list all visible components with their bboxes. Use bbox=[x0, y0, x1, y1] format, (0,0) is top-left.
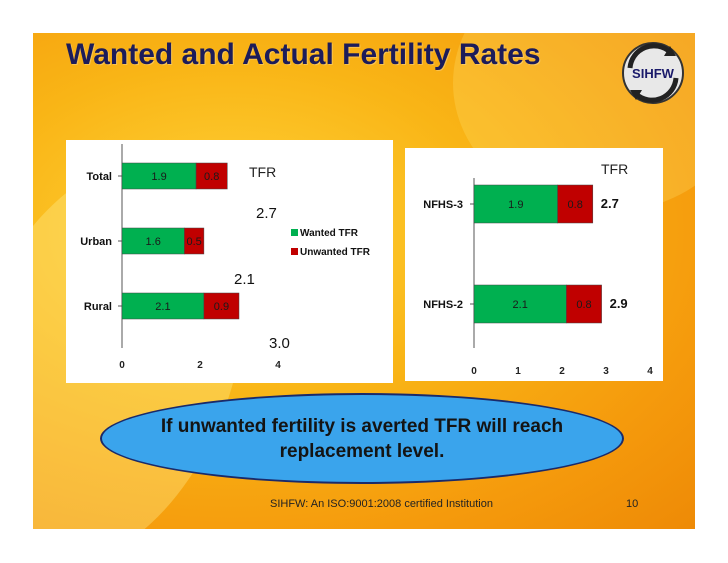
data-label: 2.1 bbox=[155, 301, 170, 313]
data-label: 0.8 bbox=[204, 171, 219, 183]
total-tfr-label: 3.0 bbox=[269, 335, 290, 352]
chart-nfhs: 0 1 2 3 4 TFR NFHS-3 1.9 0.8 2.7 NFHS-2 2.1 0.8 2.9 bbox=[423, 161, 653, 377]
bar-unwanted bbox=[195, 162, 228, 190]
callout-bubble: If unwanted fertility is averted TFR wil… bbox=[100, 393, 624, 484]
bar-wanted bbox=[121, 292, 205, 320]
legend-label: Unwanted TFR bbox=[300, 247, 371, 258]
data-label: 0.8 bbox=[576, 299, 591, 311]
bar-wanted bbox=[121, 227, 185, 255]
bar-wanted bbox=[473, 284, 567, 324]
data-label: 0.5 bbox=[187, 236, 202, 248]
sihfw-logo-icon: SIHFW bbox=[622, 42, 684, 104]
total-tfr-label: 2.7 bbox=[256, 205, 277, 222]
total-tfr-label: 2.7 bbox=[601, 196, 619, 211]
category-label: Total bbox=[87, 171, 112, 183]
legend-swatch-unwanted bbox=[291, 248, 298, 255]
tfr-header: TFR bbox=[601, 161, 628, 177]
bar-unwanted bbox=[203, 292, 240, 320]
x-tick-label: 4 bbox=[647, 366, 653, 377]
page-number: 10 bbox=[626, 498, 639, 510]
data-label: 0.9 bbox=[214, 301, 229, 313]
total-tfr-label: 2.9 bbox=[610, 296, 628, 311]
tfr-header: TFR bbox=[249, 164, 276, 180]
data-label: 0.8 bbox=[568, 199, 583, 211]
x-tick-label: 2 bbox=[559, 366, 565, 377]
legend-swatch-wanted bbox=[291, 229, 298, 236]
bar-unwanted bbox=[566, 284, 602, 324]
x-tick-label: 0 bbox=[471, 366, 477, 377]
bar-wanted bbox=[121, 162, 197, 190]
chart-panel-nfhs: 0 1 2 3 4 TFR NFHS-3 1.9 0.8 2.7 NFHS-2 2.1 0.8 2.9 bbox=[405, 148, 663, 381]
x-tick-label: 1 bbox=[515, 366, 521, 377]
bar-wanted bbox=[473, 184, 558, 224]
slide-title: Wanted and Actual Fertility Rates bbox=[66, 38, 541, 71]
logo-text: SIHFW bbox=[632, 66, 675, 81]
data-label: 1.6 bbox=[146, 236, 161, 248]
chart-panel-residence: 0 2 4 TFR Total 1.9 0.8 2.7 Urban 1.6 0.5 2.1 Rural 2… bbox=[66, 140, 393, 383]
category-label: Rural bbox=[84, 301, 112, 313]
data-label: 2.1 bbox=[513, 299, 528, 311]
x-tick-label: 2 bbox=[197, 360, 203, 371]
x-tick-label: 0 bbox=[119, 360, 125, 371]
data-label: 1.9 bbox=[151, 171, 166, 183]
bar-unwanted bbox=[184, 227, 205, 255]
callout-text: If unwanted fertility is averted TFR wil… bbox=[160, 415, 564, 462]
bar-unwanted bbox=[557, 184, 594, 224]
category-label: NFHS-3 bbox=[423, 199, 463, 211]
chart-residence: 0 2 4 TFR Total 1.9 0.8 2.7 Urban 1.6 0.5 2.1 Rural 2… bbox=[80, 144, 371, 371]
footer-text: SIHFW: An ISO:9001:2008 certified Instit… bbox=[270, 498, 493, 510]
data-label: 1.9 bbox=[508, 199, 523, 211]
x-tick-label: 3 bbox=[603, 366, 609, 377]
total-tfr-label: 2.1 bbox=[234, 271, 255, 288]
category-label: Urban bbox=[80, 236, 112, 248]
legend-label: Wanted TFR bbox=[300, 228, 359, 239]
x-tick-label: 4 bbox=[275, 360, 281, 371]
category-label: NFHS-2 bbox=[423, 299, 463, 311]
